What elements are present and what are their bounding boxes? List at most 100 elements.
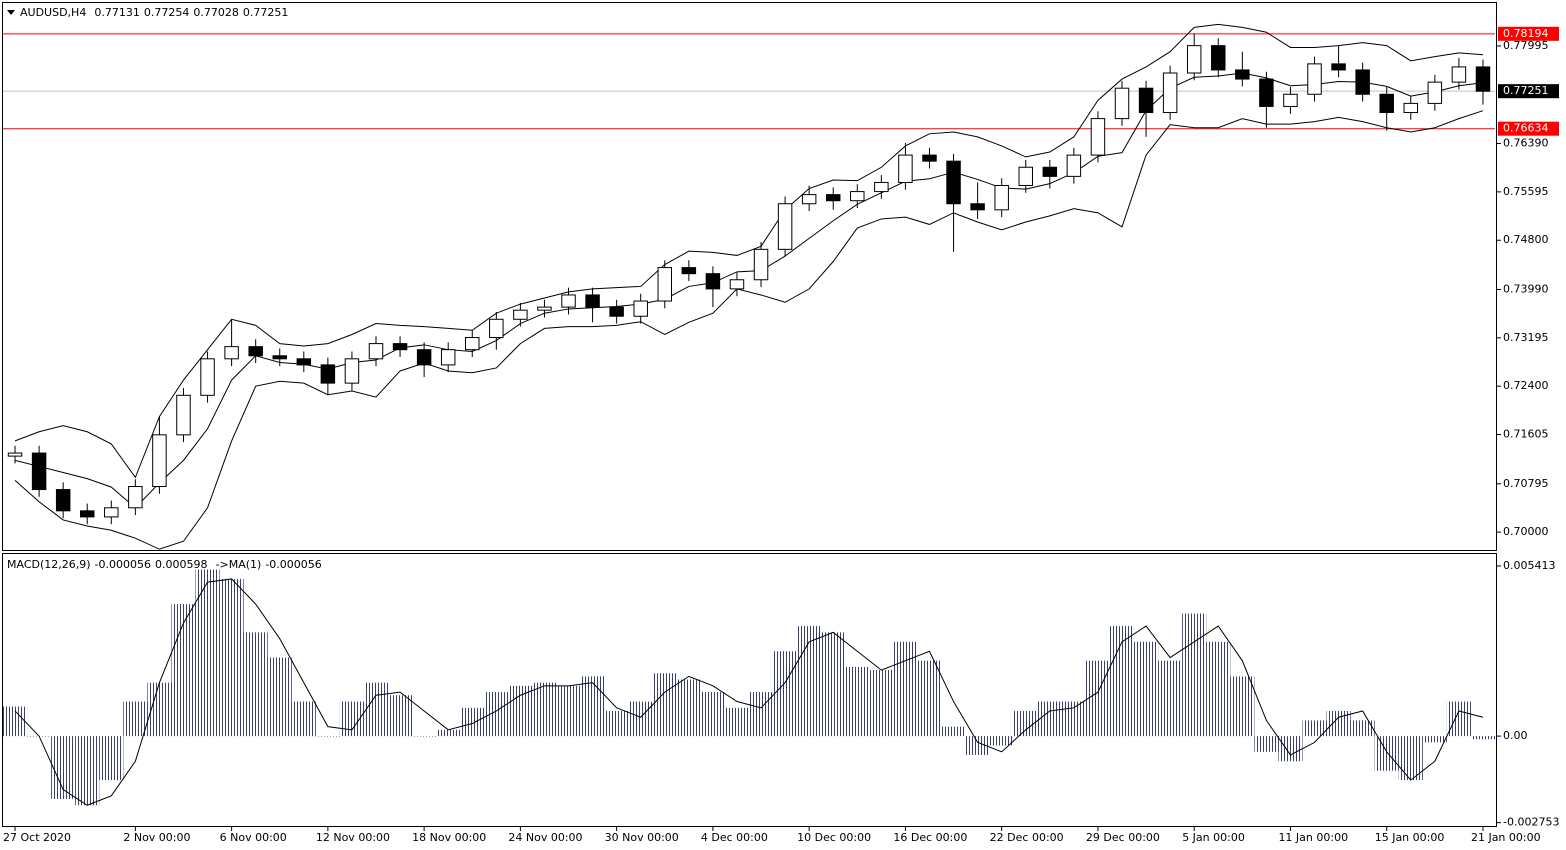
readout: -0.000056 [95,558,151,571]
candle-body [705,273,721,290]
candle-body [1042,166,1058,177]
histogram-bar [1158,660,1183,737]
histogram-bar [821,632,846,737]
level-box [1498,121,1559,136]
candle-body [946,160,961,205]
x-tick-label: 2 Nov 00:00 [123,831,190,844]
x-tick-label: 11 Jan 00:00 [1278,831,1348,844]
histogram-bar [436,729,461,737]
x-tick-label: 15 Jan 00:00 [1375,831,1445,844]
price-header: AUDUSD,H4 0.77131 0.77254 0.77028 0.77251 [20,6,288,19]
candle-body [898,154,913,183]
y-tick-label: -0.002753 [1503,816,1559,829]
candle-body [657,267,673,302]
candle-body [1259,78,1274,107]
candle-body [1475,66,1491,92]
histogram-bar [965,736,990,755]
histogram-bar [604,710,629,737]
candle-body [537,306,552,311]
candle-body [248,346,263,357]
band-lower [14,110,1484,550]
histogram-bar [893,641,918,737]
candle-body [368,343,384,360]
histogram-bar [580,676,605,737]
x-tick-label: 27 Oct 2020 [3,831,71,844]
y-tick-label: 0.00 [1503,729,1528,742]
candle-body [1403,102,1419,114]
y-tick-label: 0.70795 [1503,477,1549,490]
last-price-box [1498,84,1559,99]
candle-body [1211,45,1226,71]
histogram-bar [363,682,389,737]
histogram-bar [1182,613,1207,737]
candle-body [55,489,71,512]
candle-body [489,318,504,339]
x-tick-label: 22 Dec 00:00 [990,831,1064,844]
candle-body [753,248,769,281]
candle-body [1331,63,1346,71]
histogram-bar [1446,701,1471,737]
candle-body [777,203,793,250]
candle-body [1283,93,1298,107]
histogram-bar [556,685,581,737]
x-tick-label: 18 Nov 00:00 [412,831,486,844]
histogram-bar [773,651,798,737]
y-tick-label: 0.70000 [1503,525,1549,538]
histogram-bar [845,666,870,737]
histogram-bar [75,736,100,806]
y-tick-label: 0.72400 [1503,379,1549,392]
candle-body [392,343,408,351]
histogram-bar [1422,736,1447,743]
candle-body [1307,63,1322,95]
y-tick-label: 0.76390 [1503,137,1549,150]
candle-body [801,194,817,205]
histogram-bar [797,626,822,737]
candle-body [224,346,239,360]
histogram-bar [869,670,894,737]
candle-body [1235,69,1250,80]
x-tick-label: 4 Dec 00:00 [701,831,768,844]
candle-body [7,452,23,457]
candle-body [1018,166,1033,186]
level-label: 0.78194 [1503,27,1549,40]
histogram-bar [700,692,725,737]
candle-body [513,309,528,320]
quote: 0.77028 [193,6,239,19]
candle-body [681,267,697,275]
candle-body [1427,81,1443,104]
signal-readout: -0.000056 [265,558,321,571]
quote: 0.77254 [144,6,190,19]
candle-body [176,394,191,436]
y-tick-label: 0.75595 [1503,185,1549,198]
histogram-bar [1374,736,1399,771]
x-tick-label: 30 Nov 00:00 [605,831,679,844]
y-tick-label: 0.73195 [1503,331,1549,344]
histogram-bar [532,682,557,737]
histogram-bar [484,692,509,737]
histogram-bar [628,701,653,737]
candle-body [1162,72,1178,114]
histogram-bar [917,660,942,737]
y-tick-label: 0.73990 [1503,282,1549,295]
y-tick-label: 0.77995 [1503,39,1549,52]
price-pane [2,2,1497,551]
histogram-bar [652,673,677,737]
histogram-bar [388,695,413,737]
menu-icon[interactable] [7,10,15,15]
histogram-bar [1134,641,1159,737]
candle-body [1090,118,1106,156]
candle-body [31,452,47,491]
x-tick-label: 24 Nov 00:00 [508,831,582,844]
candle-body [416,349,432,366]
x-tick-label: 10 Dec 00:00 [797,831,871,844]
histogram-bar [1278,736,1303,762]
candle-body [561,294,576,308]
candle-body [970,203,985,211]
signal-name: ->MA(1) [216,558,262,571]
candle-body [1355,69,1370,95]
band-upper [14,23,1484,479]
histogram-bar [99,736,124,781]
candle-body [128,486,143,509]
